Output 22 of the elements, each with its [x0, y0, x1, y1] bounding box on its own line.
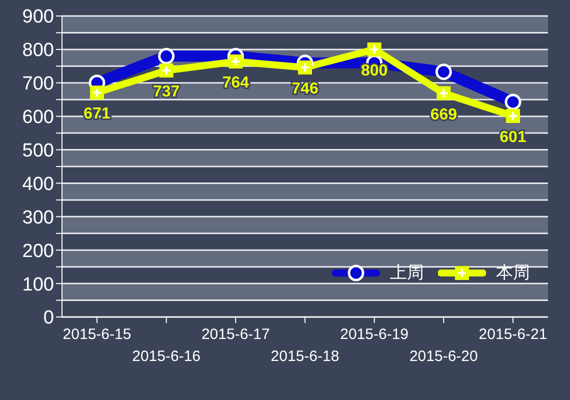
data-label: 737 [152, 84, 180, 101]
x-tick-label: 2015-6-19 [340, 326, 409, 343]
data-label: 601 [500, 129, 526, 146]
y-tick-label: 200 [22, 240, 54, 262]
y-tick-label: 800 [22, 40, 54, 62]
y-tick-label: 400 [22, 174, 54, 195]
legend-label: 本周 [496, 262, 530, 284]
y-tick-label: 700 [22, 74, 54, 95]
y-tick-label: 0 [43, 308, 54, 329]
y-tick-label: 100 [22, 274, 54, 296]
x-tick-label: 2015-6-16 [132, 348, 201, 365]
y-tick-label: 600 [22, 107, 54, 128]
y-tick-label: 300 [22, 207, 54, 228]
y-tick-label: 500 [22, 140, 54, 162]
data-label: 746 [292, 80, 318, 98]
x-tick-label: 2015-6-20 [409, 348, 478, 365]
legend-label: 上周 [390, 262, 424, 284]
x-tick-label: 2015-6-21 [478, 326, 548, 343]
x-tick-label: 2015-6-15 [62, 326, 132, 343]
x-tick-label: 2015-6-17 [201, 326, 270, 343]
x-tick-label: 2015-6-18 [270, 348, 340, 365]
y-tick-label: 900 [22, 6, 54, 28]
